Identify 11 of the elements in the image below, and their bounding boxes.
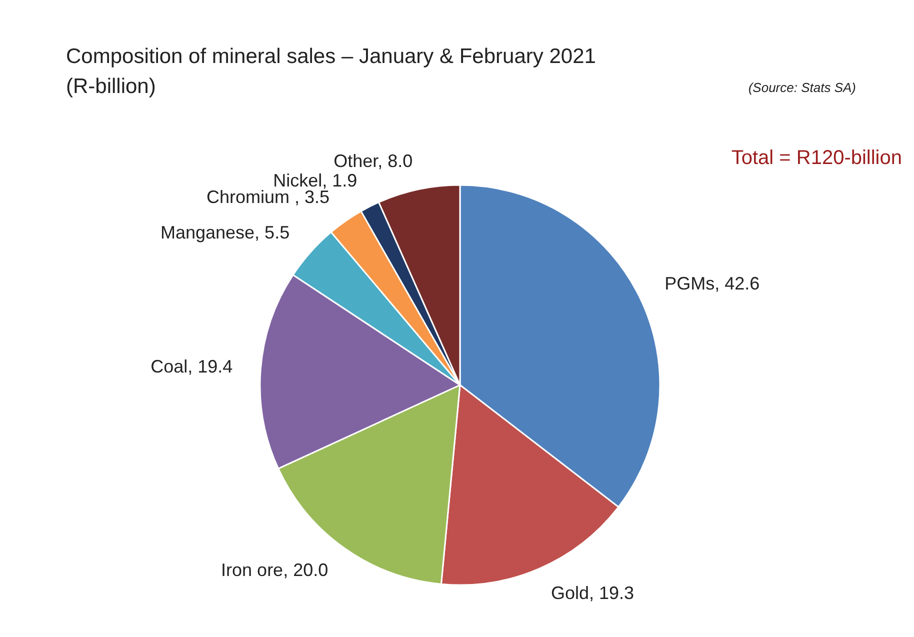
chart-title: Composition of mineral sales – January & February 2021	[66, 45, 596, 68]
slice-label: PGMs, 42.6	[664, 273, 760, 294]
slice-label: Iron ore, 20.0	[221, 560, 328, 580]
text: (Source: Stats SA)	[748, 80, 856, 95]
chart-subtitle: (R-billion)	[66, 75, 156, 98]
slice-label: Nickel, 1.9	[273, 170, 358, 190]
slice-label: Gold, 19.3	[550, 583, 634, 604]
text: Total = R120-billion	[731, 147, 902, 169]
slice-label: Manganese, 5.5	[160, 222, 290, 243]
slice-label: Other, 8.0	[334, 150, 413, 171]
slice-label: Coal, 19.4	[150, 356, 233, 377]
